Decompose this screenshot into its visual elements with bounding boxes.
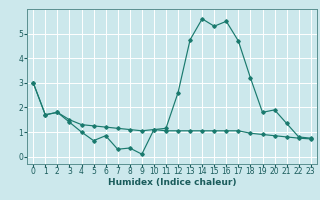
X-axis label: Humidex (Indice chaleur): Humidex (Indice chaleur) [108, 178, 236, 187]
